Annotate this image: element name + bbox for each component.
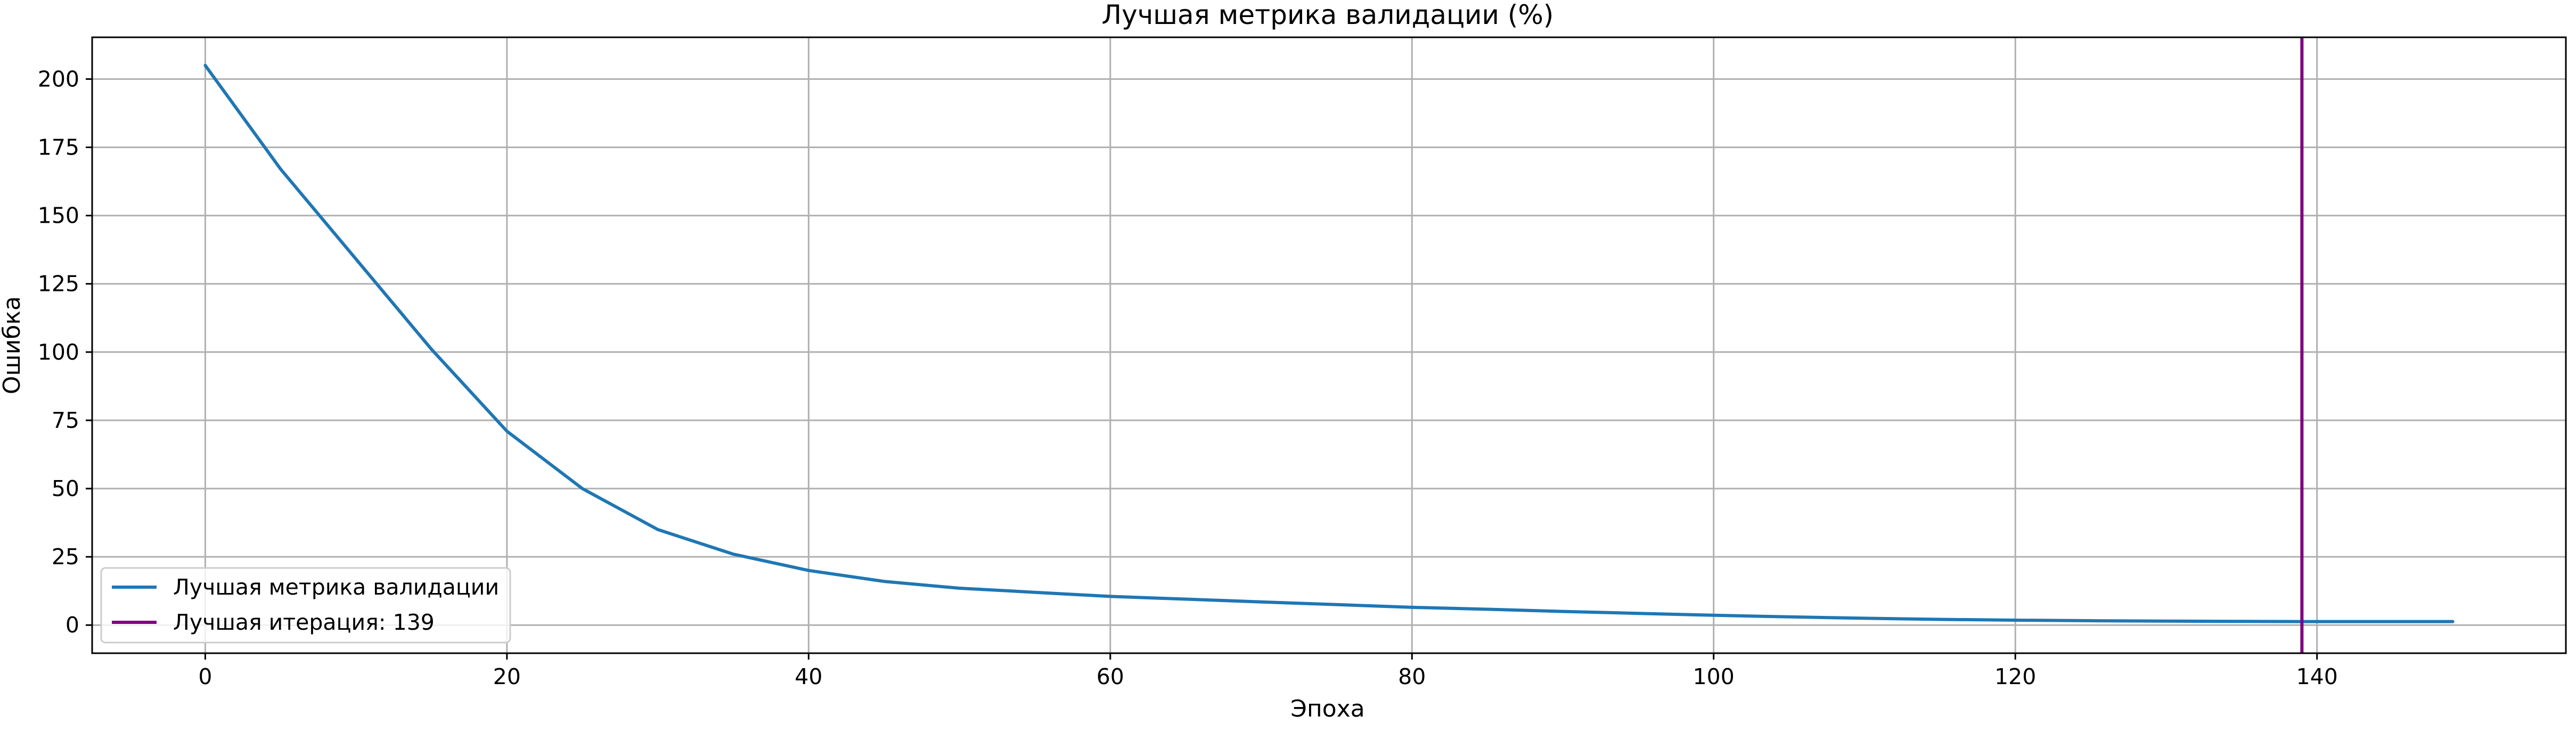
x-axis: 0 20 40 60 80 100 120 140 — [198, 653, 2338, 689]
y-tick-label: 125 — [38, 271, 79, 297]
y-axis-title: Ошибка — [0, 296, 26, 394]
chart-title: Лучшая метрика валидации (%) — [1102, 0, 1554, 30]
x-tick-label: 140 — [2296, 664, 2338, 689]
x-axis-title: Эпоха — [1290, 695, 1364, 722]
x-tick-label: 80 — [1398, 664, 1426, 689]
y-axis: 0 25 50 75 100 125 150 175 200 — [38, 66, 92, 638]
x-tick-label: 0 — [198, 664, 212, 689]
y-tick-label: 25 — [52, 544, 79, 570]
plot-frame — [91, 36, 2567, 654]
y-tick-label: 200 — [38, 66, 79, 92]
y-tick-label: 50 — [52, 476, 79, 501]
legend: Лучшая метрика валидации Лучшая итерация… — [100, 567, 511, 644]
legend-label-best-iteration: Лучшая итерация: 139 — [173, 610, 435, 635]
x-tick-label: 20 — [493, 664, 521, 689]
y-tick-label: 175 — [38, 135, 79, 160]
y-tick-label: 100 — [38, 339, 79, 365]
x-tick-label: 120 — [1994, 664, 2036, 689]
x-tick-label: 40 — [795, 664, 822, 689]
x-tick-label: 100 — [1693, 664, 1735, 689]
y-tick-label: 0 — [66, 612, 79, 638]
x-tick-label: 60 — [1097, 664, 1124, 689]
legend-box — [100, 567, 511, 644]
series-layer — [203, 63, 2455, 623]
y-tick-label: 150 — [38, 203, 79, 229]
series-line-0 — [203, 63, 2455, 623]
y-tick-label: 75 — [52, 408, 79, 433]
legend-label-validation: Лучшая метрика валидации — [173, 574, 499, 600]
